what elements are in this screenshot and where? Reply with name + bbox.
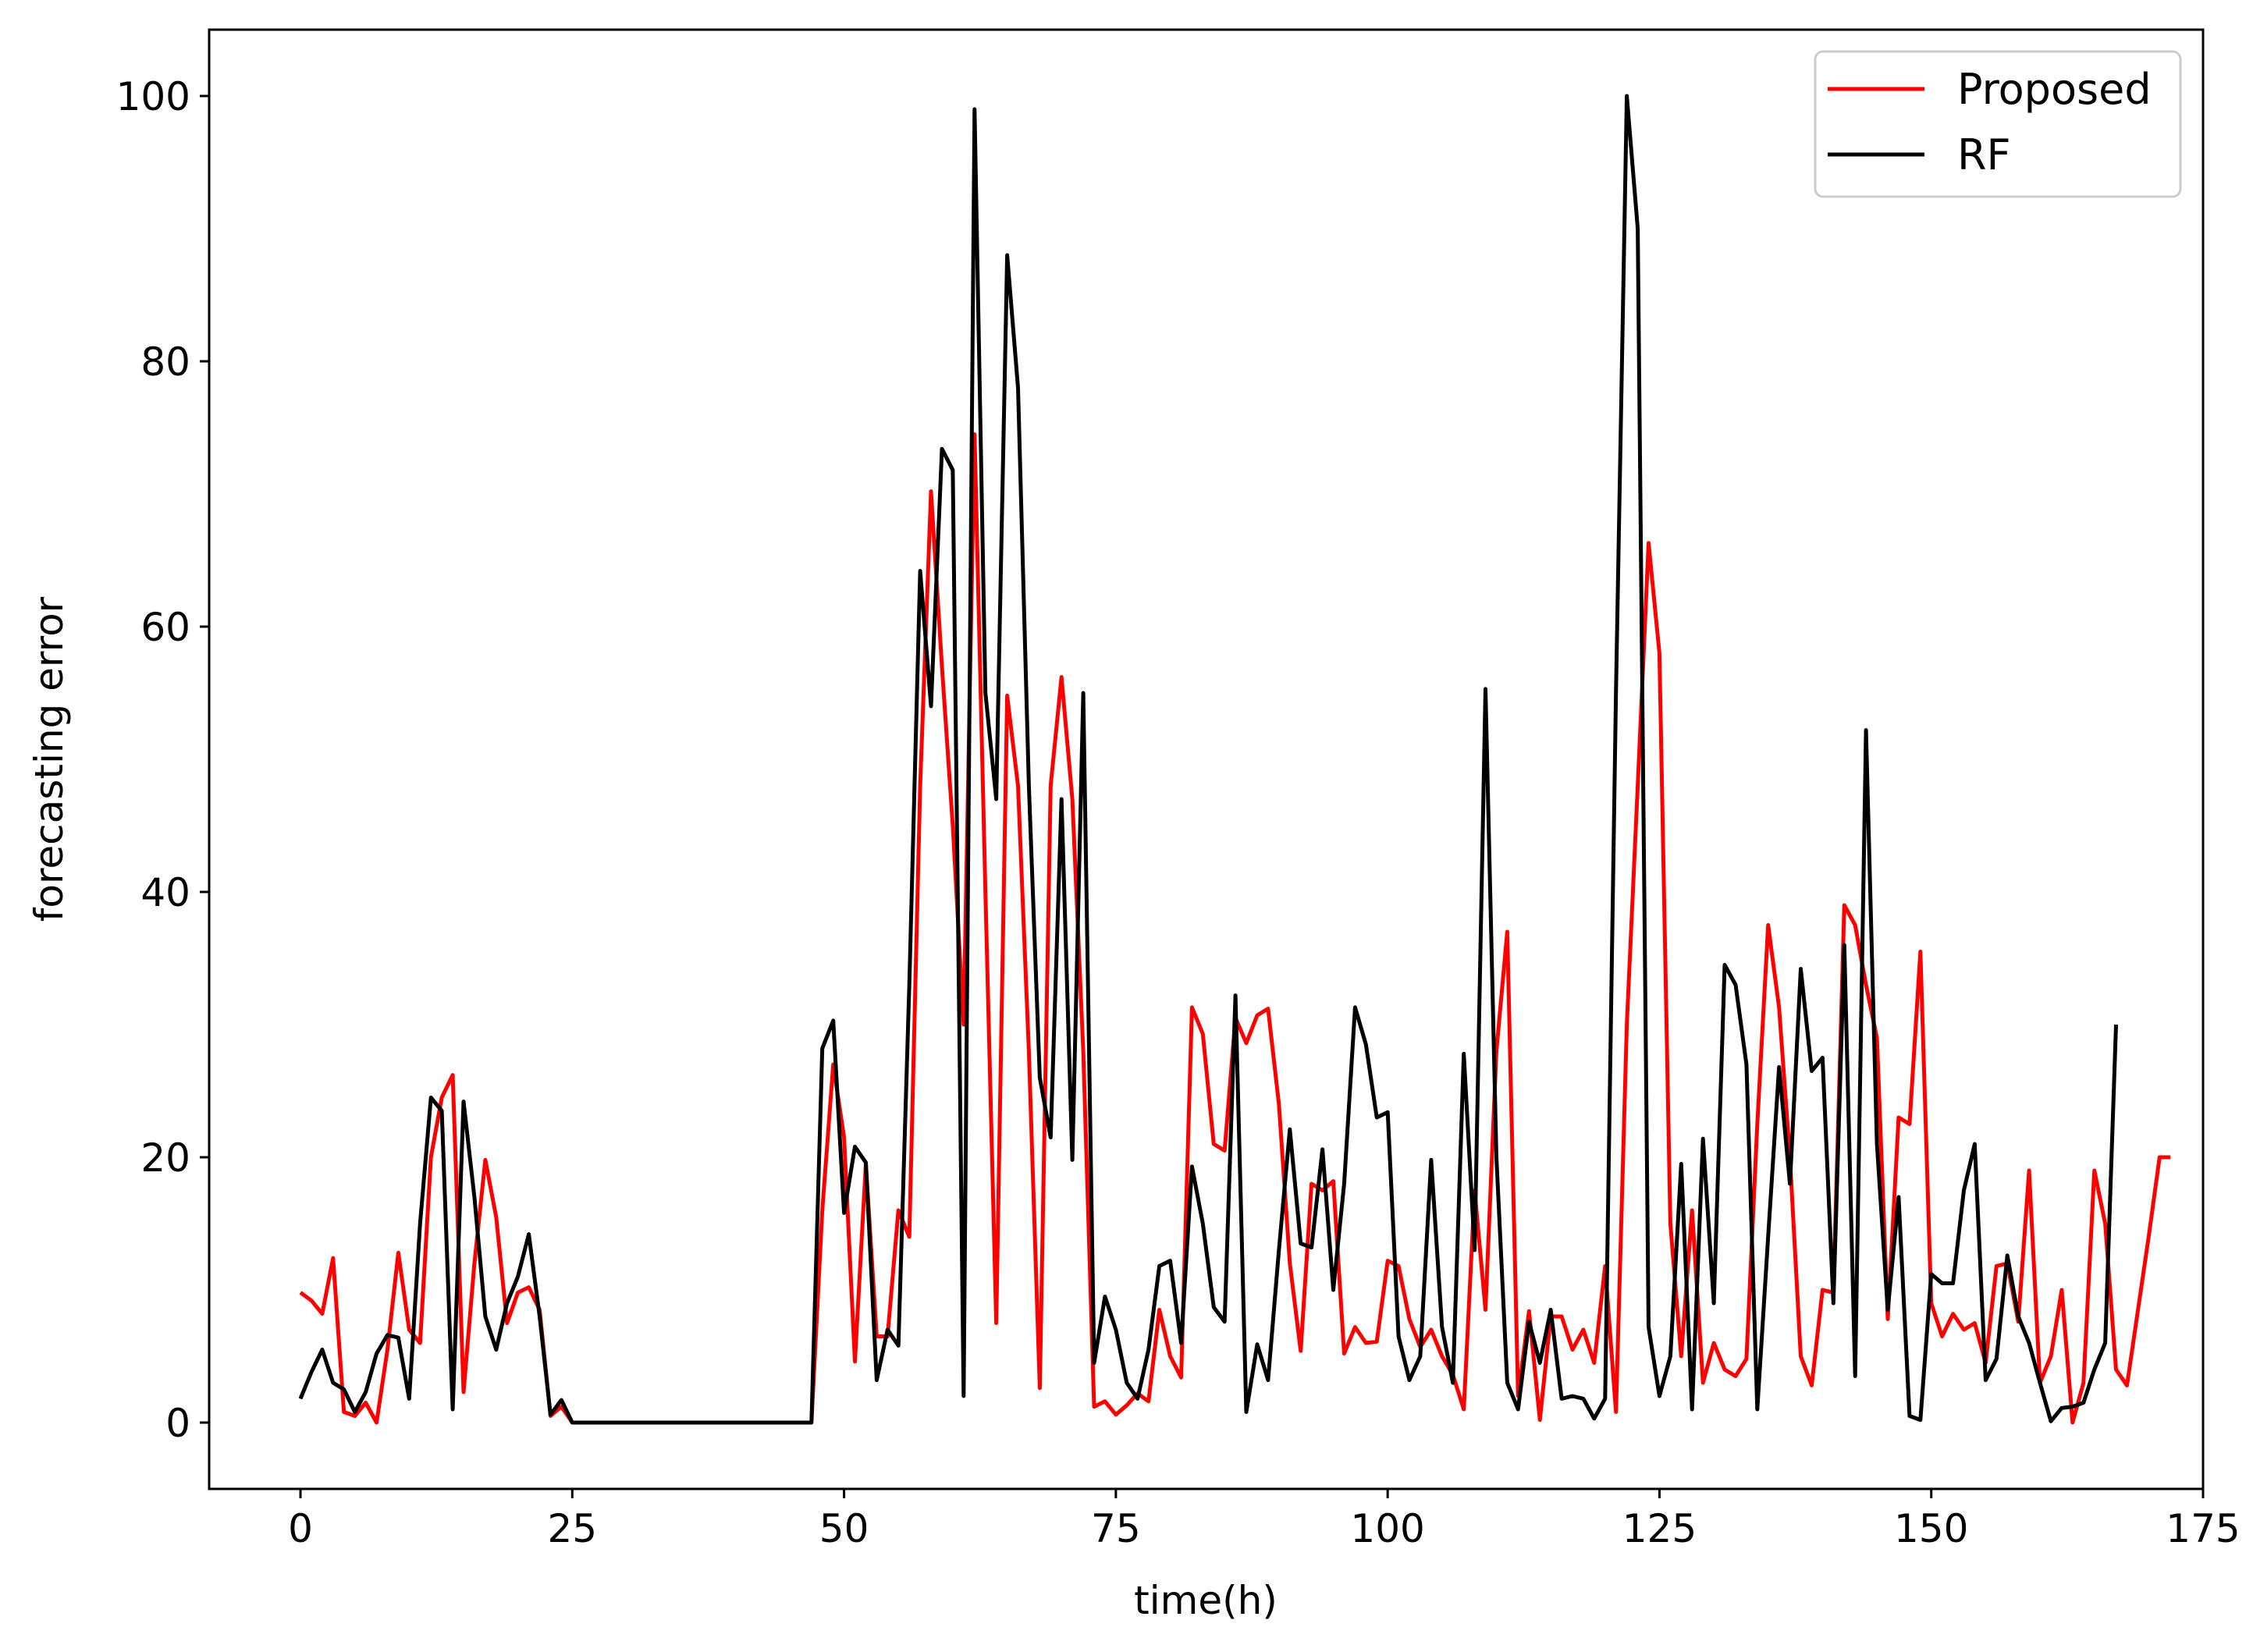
y-tick-label: 60 [140, 605, 190, 650]
series-line-rf [298, 94, 2118, 1425]
x-axis-label: time(h) [1134, 1578, 1278, 1623]
series-layer [298, 94, 2171, 1425]
legend: Proposed RF [1814, 50, 2182, 198]
x-tick-label: 0 [288, 1506, 313, 1551]
legend-label-proposed: Proposed [1957, 65, 2152, 114]
y-axis: 0 20 40 60 80 100 [116, 74, 209, 1446]
x-axis: 0 25 50 75 100 125 150 175 [288, 1489, 2241, 1551]
y-tick-label: 100 [116, 74, 190, 119]
x-tick-label: 175 [2166, 1506, 2240, 1551]
x-tick-label: 25 [547, 1506, 597, 1551]
y-axis-label: forecasting error [27, 596, 72, 922]
legend-label-rf: RF [1957, 130, 2011, 179]
y-tick-label: 0 [165, 1401, 190, 1446]
x-tick-label: 50 [819, 1506, 869, 1551]
y-tick-label: 20 [140, 1135, 190, 1181]
x-tick-label: 100 [1350, 1506, 1424, 1551]
x-tick-label: 125 [1622, 1506, 1697, 1551]
y-tick-label: 40 [140, 870, 190, 915]
y-tick-label: 80 [140, 339, 190, 385]
x-tick-label: 75 [1091, 1506, 1141, 1551]
x-tick-label: 150 [1894, 1506, 1968, 1551]
plot-frame [208, 28, 2205, 1490]
